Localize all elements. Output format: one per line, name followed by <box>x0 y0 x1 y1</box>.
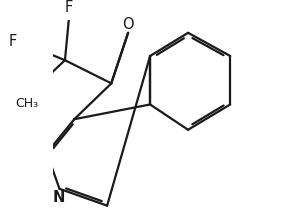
Text: F: F <box>9 34 17 49</box>
Text: F: F <box>65 0 73 15</box>
Text: CH₃: CH₃ <box>15 97 38 110</box>
Text: O: O <box>122 17 134 32</box>
Text: N: N <box>52 190 64 205</box>
